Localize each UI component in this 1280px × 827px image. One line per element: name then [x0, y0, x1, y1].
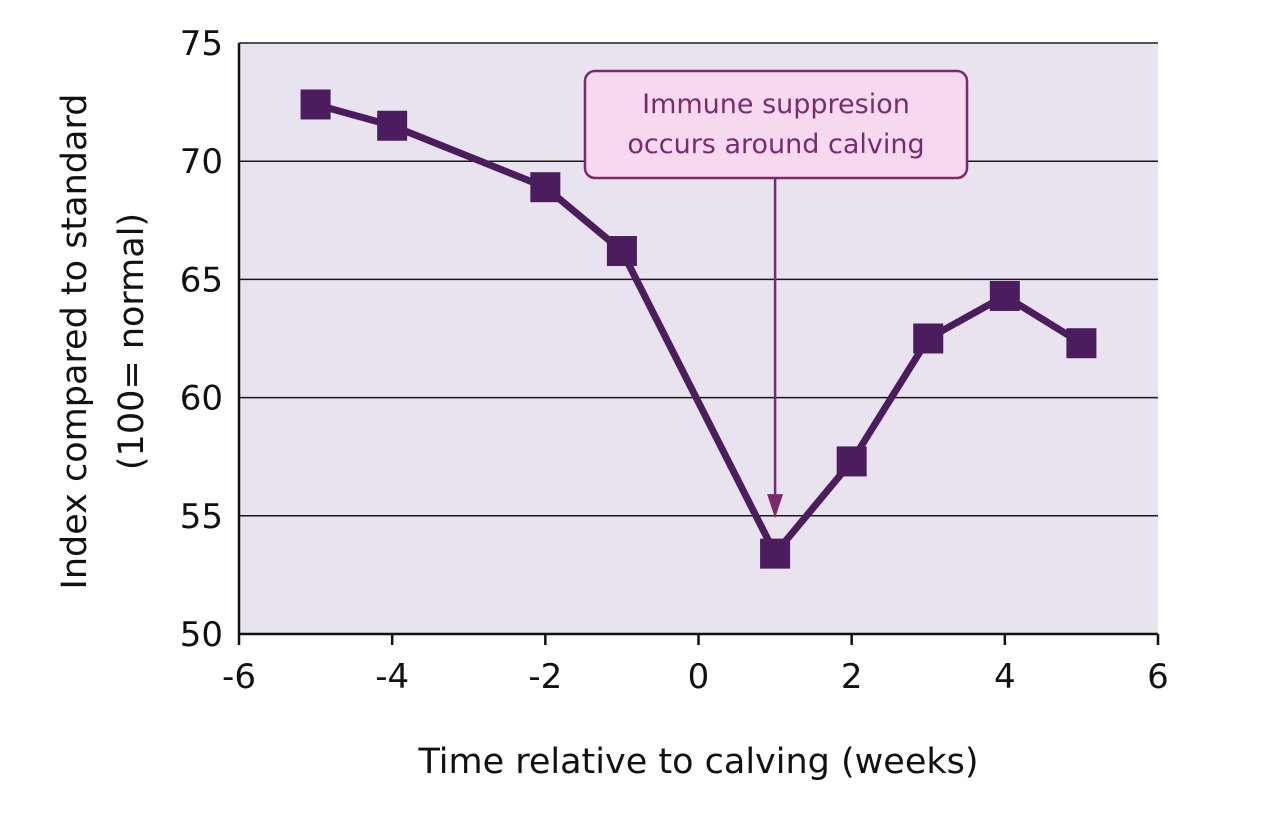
y-tick-label: 70 — [180, 142, 223, 182]
annotation-arrowhead — [767, 494, 784, 519]
axes — [237, 43, 1160, 645]
data-point-marker — [377, 110, 408, 141]
x-tick-label: 4 — [994, 657, 1016, 697]
annotation-box — [583, 69, 969, 180]
y-tick-labels: 50 55 60 65 70 75 — [180, 24, 223, 655]
data-point-marker — [300, 89, 331, 120]
x-tick-label: -2 — [528, 657, 562, 697]
x-axis-title: Time relative to calving (weeks) — [417, 742, 978, 782]
data-point-marker — [530, 172, 561, 203]
series — [300, 89, 1097, 569]
y-tick-label: 50 — [180, 615, 223, 655]
data-point-marker — [989, 280, 1020, 311]
x-tick-label: -4 — [375, 657, 409, 697]
data-point-marker — [760, 538, 791, 569]
annotation-text-line-1: Immune suppresion — [642, 89, 910, 120]
annotation: Immune suppresion occurs around calving — [583, 69, 969, 519]
y-tick-label: 60 — [180, 379, 223, 419]
y-tick-label: 65 — [180, 260, 223, 300]
x-tick-label: 0 — [688, 657, 710, 697]
data-point-marker — [836, 446, 867, 477]
x-tick-label: 2 — [841, 657, 863, 697]
y-axis-title-line-2: (100= normal) — [112, 213, 152, 470]
x-tick-label: 6 — [1147, 657, 1169, 697]
y-axis-title-line-1: Index compared to standard — [55, 94, 95, 590]
x-tick-label: -6 — [222, 657, 256, 697]
data-point-marker — [606, 236, 637, 267]
y-tick-label: 55 — [180, 497, 223, 537]
y-tick-label: 75 — [180, 24, 223, 64]
data-point-marker — [913, 323, 944, 354]
x-tick-labels: -6 -4 -2 0 2 4 6 — [222, 657, 1169, 697]
series-markers — [300, 89, 1097, 569]
data-point-marker — [1066, 328, 1097, 359]
annotation-text-line-2: occurs around calving — [627, 129, 924, 160]
